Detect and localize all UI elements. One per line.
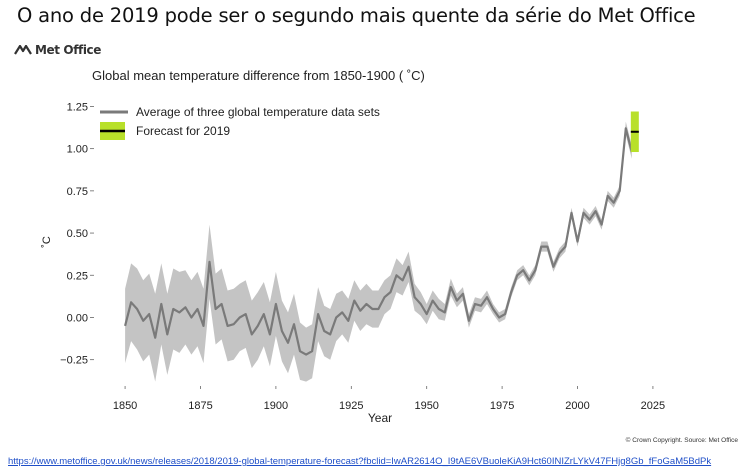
x-tick-label: 2000 xyxy=(565,400,589,412)
series-line-average xyxy=(124,127,633,356)
source-link[interactable]: https://www.metoffice.gov.uk/news/releas… xyxy=(8,456,712,467)
x-tick-label: 1900 xyxy=(264,400,288,412)
y-tick-label: 0.50 xyxy=(67,228,88,240)
y-tick-label: 1.25 xyxy=(67,101,88,113)
x-axis: 1850 1875 1900 1925 1950 1975 2000 2025 xyxy=(113,386,665,412)
y-tick-label: 0.25 xyxy=(67,270,88,282)
y-tick-label: 0.00 xyxy=(67,312,88,324)
y-tick-label: 0.75 xyxy=(67,186,88,198)
copyright-note: © Crown Copyright. Source: Met Office xyxy=(625,437,738,444)
legend-label-forecast: Forecast for 2019 xyxy=(136,124,230,138)
legend: Average of three global temperature data… xyxy=(100,105,380,140)
chart-title: Global mean temperature difference from … xyxy=(92,68,425,83)
legend-label-average: Average of three global temperature data… xyxy=(136,105,380,119)
temperature-chart: Global mean temperature difference from … xyxy=(41,68,665,425)
x-tick-label: 2025 xyxy=(641,400,665,412)
x-tick-label: 1950 xyxy=(414,400,438,412)
forecast-layer xyxy=(630,111,639,153)
series-line-layer xyxy=(124,127,633,356)
x-tick-label: 1925 xyxy=(339,400,363,412)
slide-title: O ano de 2019 pode ser o segundo mais qu… xyxy=(17,4,696,27)
y-tick-label: 1.00 xyxy=(67,144,88,156)
y-axis-label: ˚C xyxy=(41,236,53,248)
met-office-logo-icon xyxy=(14,45,32,55)
x-tick-label: 1875 xyxy=(188,400,212,412)
x-tick-label: 1975 xyxy=(490,400,514,412)
y-axis: −0.25 0.00 0.25 0.50 0.75 1.00 1.25 xyxy=(60,101,94,367)
uncertainty-band-layer xyxy=(125,121,632,382)
logo-text: Met Office xyxy=(35,43,102,57)
y-tick-label: −0.25 xyxy=(60,355,88,367)
uncertainty-band xyxy=(125,121,632,382)
x-axis-label: Year xyxy=(368,411,392,425)
met-office-logo: Met Office xyxy=(14,43,101,57)
x-tick-label: 1850 xyxy=(113,400,137,412)
